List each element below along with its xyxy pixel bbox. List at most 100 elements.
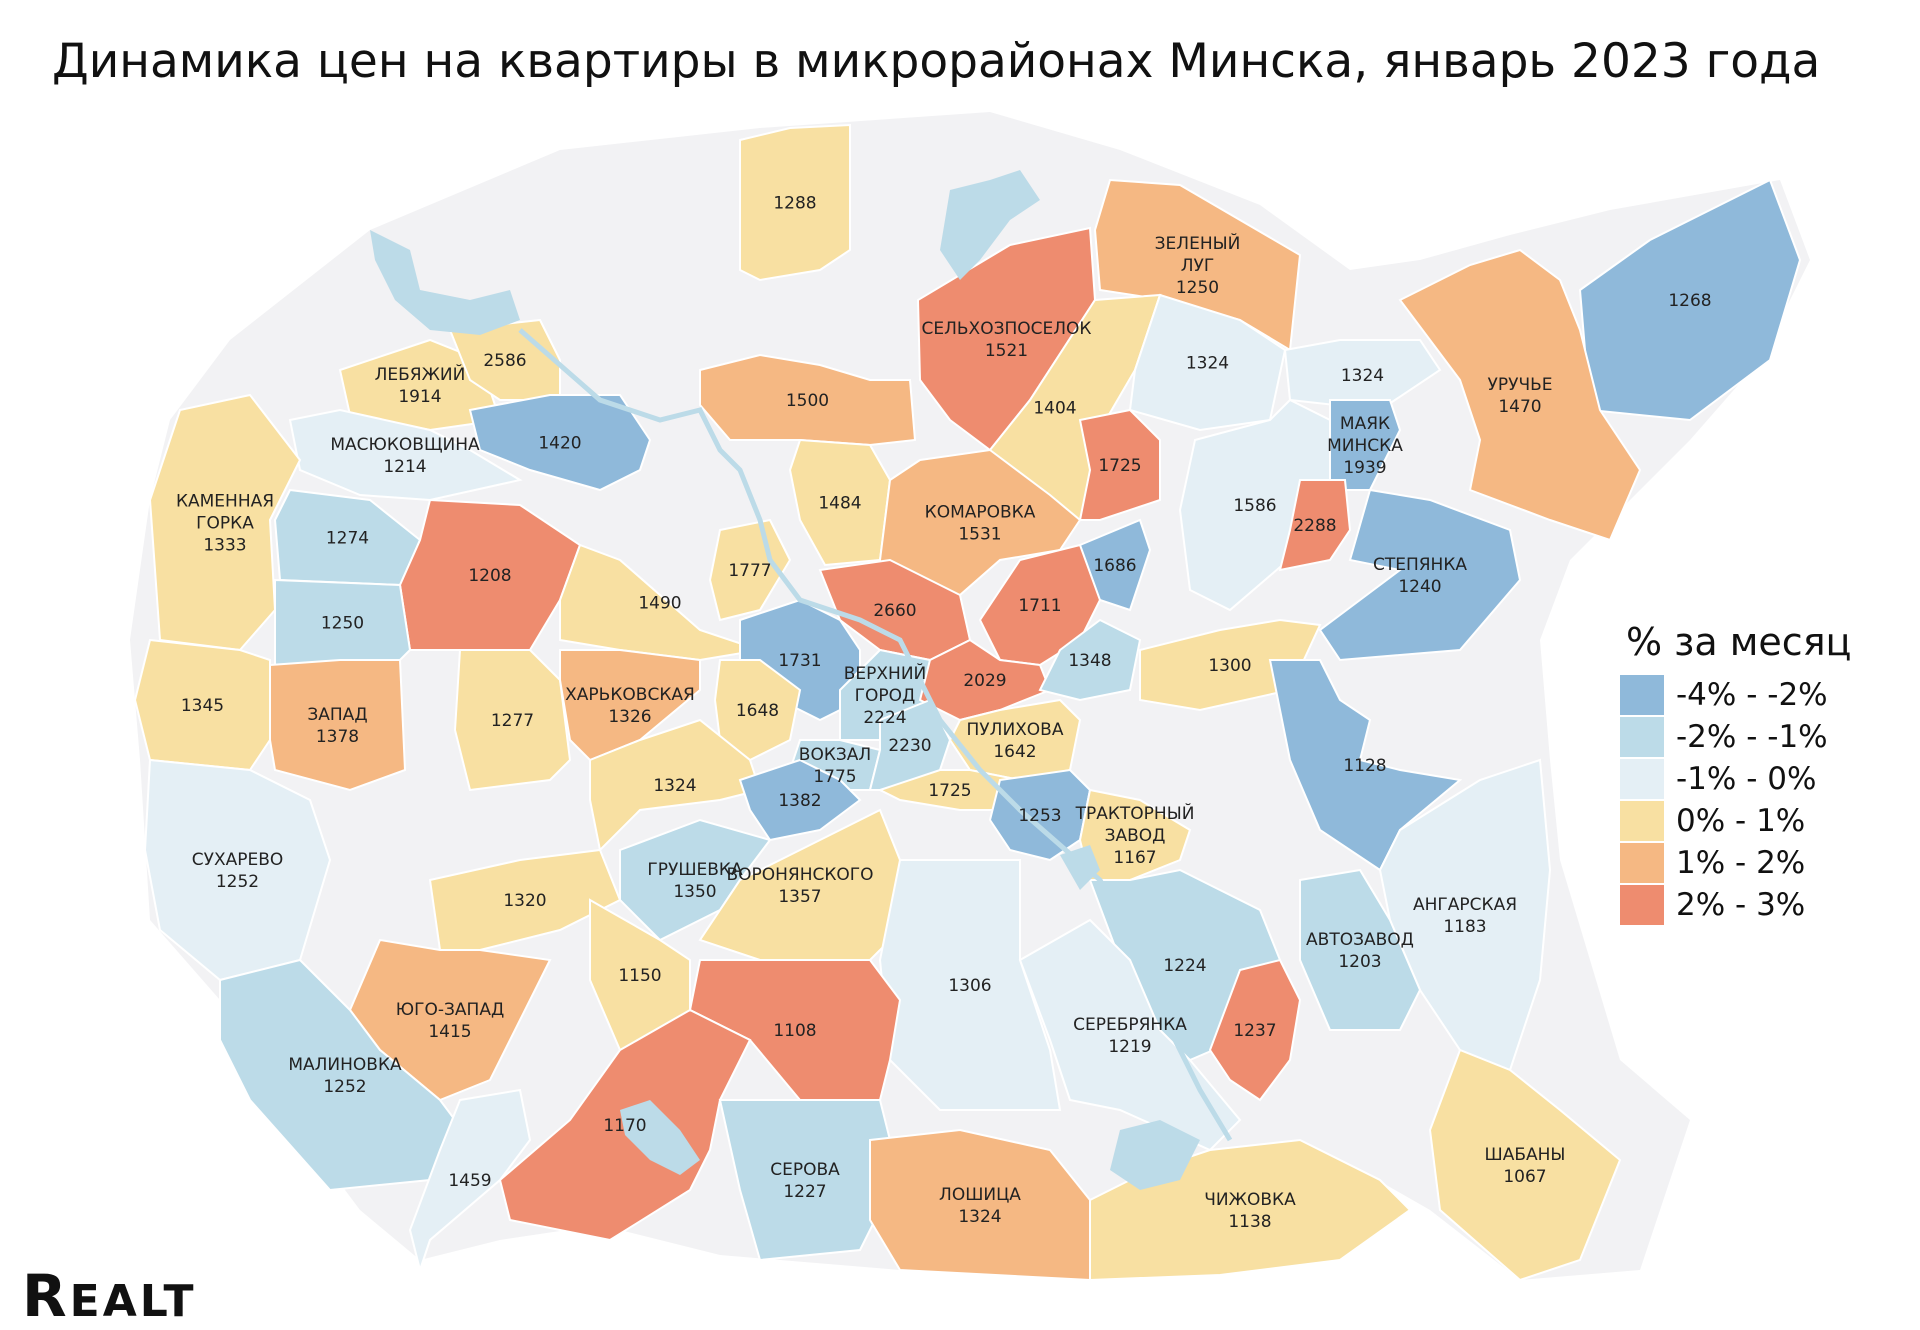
district-value: 1288 [773,194,816,214]
legend-swatch [1620,843,1664,883]
legend-swatch [1620,675,1664,715]
legend-items: -4% - -2% -2% - -1% -1% - 0% 0% - 1% 1% - 2%… [1620,674,1851,926]
district-name: ЧИЖОВКА [1204,1190,1296,1210]
district-value: 1237 [1233,1021,1276,1041]
district-value: 1711 [1018,596,1061,616]
district-value: 1350 [673,882,716,902]
chizhovka-reservoir [1110,1120,1200,1190]
district-name: ТРАКТОРНЫЙ [1075,802,1195,824]
drozdy-reservoir [370,230,520,335]
district-value: 1648 [736,701,779,721]
district-value: 1642 [993,742,1036,762]
district-value: 2230 [888,736,931,756]
district-d48 [1078,788,1192,881]
district-value: 1214 [383,457,426,477]
district-value: 1138 [1228,1212,1271,1232]
district-d33 [1038,618,1142,702]
district-name: ЗАПАД [307,705,367,725]
district-name: СТЕПЯНКА [1373,555,1467,575]
legend-item: 1% - 2% [1620,842,1851,884]
district-name: ГОРОД [855,686,916,706]
district-value: 1357 [778,887,821,907]
district-value: 1128 [1343,756,1386,776]
legend-swatch [1620,801,1664,841]
legend-item: 0% - 1% [1620,800,1851,842]
district-value: 1252 [323,1077,366,1097]
district-name: СЕРОВА [770,1160,840,1180]
district-value: 1459 [448,1171,491,1191]
district-value: 1268 [1668,291,1711,311]
district-name: АНГАРСКАЯ [1413,895,1517,915]
district-value: 1531 [958,525,1001,545]
district-name: ШАБАНЫ [1485,1145,1566,1165]
district-name: СЕРЕБРЯНКА [1073,1015,1187,1035]
district-name: КОМАРОВКА [925,503,1036,523]
map-title: Динамика цен на квартиры в микрорайонах … [52,34,1821,89]
district-value: 1731 [778,651,821,671]
district-d10 [1128,293,1287,432]
district-value: 1108 [773,1021,816,1041]
district-value: 1470 [1498,397,1541,417]
district-value: 1324 [958,1207,1001,1227]
district-name: МАСЮКОВЩИНА [330,435,480,455]
district-value: 1777 [728,561,771,581]
districts-layer [133,123,1802,1282]
district-value: 1484 [818,494,861,514]
district-value: 1914 [398,387,441,407]
district-value: 1420 [538,434,581,454]
district-d14 [468,394,652,492]
district-name: ХАРЬКОВСКАЯ [565,685,695,705]
district-name: МИНСКА [1327,436,1403,456]
district-d46 [738,758,862,842]
district-d26 [274,578,412,667]
legend-item: -2% - -1% [1620,716,1851,758]
district-d43 [1268,659,1463,872]
district-d01 [739,123,851,282]
district-d68 [1428,1048,1622,1282]
district-name: ЛОШИЦА [939,1185,1021,1205]
district-d61 [1208,958,1302,1102]
lake-southwest [620,1100,700,1175]
legend-item: -4% - -2% [1620,674,1851,716]
legend-item: 2% - 3% [1620,884,1851,926]
legend-label: -1% - 0% [1676,761,1817,797]
district-labels: 1288СЕЛЬХОЗПОСЕЛОК1521ЗЕЛЕНЫЙЛУГ12501268… [176,194,1712,1233]
district-name: ЗЕЛЕНЫЙ [1155,232,1241,254]
district-name: МАЛИНОВКА [288,1055,402,1075]
district-d60 [1018,918,1242,1152]
district-d18 [1078,408,1161,521]
district-d35 [133,638,271,772]
district-value: 1252 [216,872,259,892]
legend-label: 0% - 1% [1676,803,1806,839]
district-value: 1274 [326,529,369,549]
district-value: 1170 [603,1116,646,1136]
district-name: ГРУШЕВКА [647,860,743,880]
district-d21 [1318,488,1522,662]
district-value: 1227 [783,1182,826,1202]
district-value: 2288 [1293,516,1336,536]
district-value: 1725 [1098,456,1141,476]
legend: % за месяц -4% - -2% -2% - -1% -1% - 0% 0% … [1620,620,1851,926]
district-d39 [713,659,802,762]
district-value: 1382 [778,791,821,811]
svisloch-river [518,328,1233,1142]
legend-swatch [1620,885,1664,925]
district-value: 1586 [1233,496,1276,516]
district-name: СУХАРЕВО [192,850,284,870]
district-value: 1219 [1108,1037,1151,1057]
district-name: ВЕРХНИЙ [844,662,927,684]
district-value: 1378 [316,727,359,747]
district-value: 2224 [863,708,906,728]
district-d37 [453,649,572,792]
legend-label: 1% - 2% [1676,845,1806,881]
district-value: 1324 [1186,354,1229,374]
district-value: 1415 [428,1022,471,1042]
district-value: 1250 [1176,278,1219,298]
district-value: 1253 [1018,806,1061,826]
district-name: АВТОЗАВОД [1306,930,1414,950]
legend-swatch [1620,717,1664,757]
district-d05 [1398,248,1642,542]
district-value: 1324 [653,776,696,796]
district-value: 1224 [1163,956,1206,976]
district-name: ЛУГ [1181,256,1215,276]
